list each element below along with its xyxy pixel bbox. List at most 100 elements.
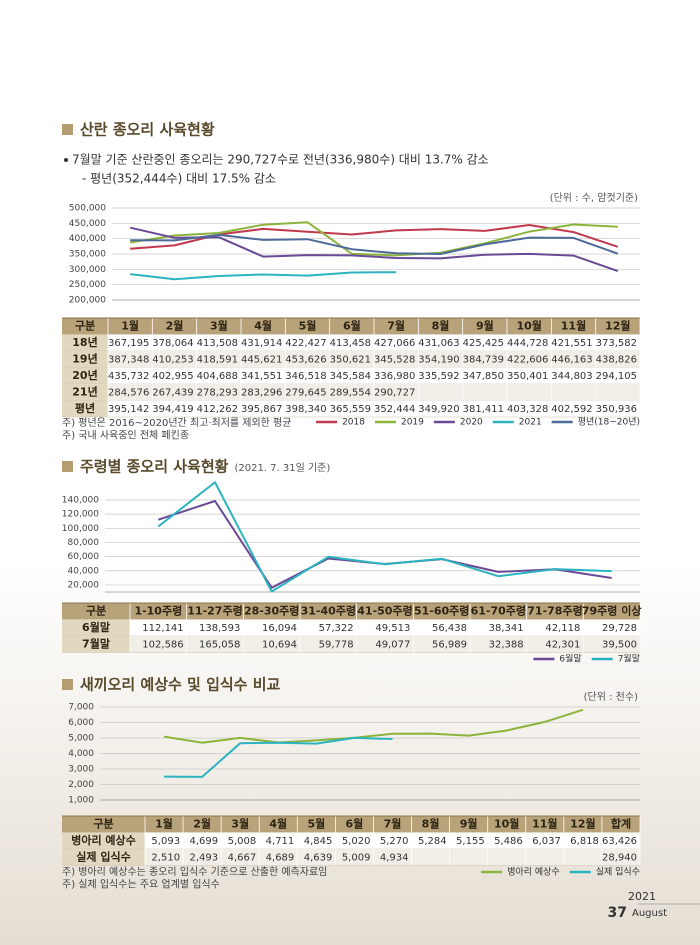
y-tick-label: 100,000 <box>62 524 99 534</box>
unit-label: (단위 : 수, 암컷기준) <box>550 191 638 204</box>
table-col-header: 1-10주령 <box>134 604 182 617</box>
table-row-bg <box>62 636 640 653</box>
table-col-header: 28-30주령 <box>244 604 299 617</box>
table-row-label: 6월말 <box>82 620 110 634</box>
table-cell: 431,063 <box>418 338 459 349</box>
table-cell: 49,513 <box>375 623 410 634</box>
table-cell: 290,727 <box>374 387 415 398</box>
table-label-bg <box>62 849 145 866</box>
table-cell: 10,694 <box>262 639 297 650</box>
legend-label: 실제 입식수 <box>596 866 640 878</box>
table-col-header: 12월 <box>605 318 630 332</box>
table-header-bg <box>62 816 640 833</box>
table-cell: 5,009 <box>342 852 371 863</box>
table-col-header: 2월 <box>166 318 184 332</box>
series-line <box>130 233 619 255</box>
table-cell: 345,584 <box>330 371 371 382</box>
table-row-bg <box>62 367 640 384</box>
y-tick-label: 2,000 <box>68 780 94 790</box>
table-cell: 381,411 <box>463 404 504 415</box>
table-col-header: 51-60주령 <box>414 604 469 617</box>
table-header-bg <box>62 318 640 335</box>
table-cell: 278,293 <box>197 387 238 398</box>
table-cell: 5,486 <box>494 836 523 847</box>
table-col-header: 9월 <box>460 816 478 830</box>
series-line <box>157 481 612 593</box>
table-cell: 2,510 <box>151 852 180 863</box>
table-cell: 410,253 <box>152 354 193 365</box>
legend-label: 7월말 <box>618 653 640 665</box>
table-col-header: 1월 <box>155 816 173 830</box>
table-col-header: 10월 <box>516 318 541 332</box>
table-col-header: 11월 <box>561 318 586 332</box>
table-cell: 402,955 <box>152 371 193 382</box>
table-cell: 5,284 <box>418 836 447 847</box>
table-cell: 28,940 <box>602 852 637 863</box>
y-tick-label: 120,000 <box>62 510 99 520</box>
table-cell: 345,528 <box>374 354 415 365</box>
table-row-label: 7월말 <box>82 636 110 650</box>
table-cell: 283,296 <box>241 387 282 398</box>
bullet-text: 7월말 기준 산란중인 종오리는 290,727수로 전년(336,980수) … <box>72 153 489 167</box>
table-row-bg <box>62 849 640 866</box>
table-cell: 16,094 <box>262 623 297 634</box>
table-cell: 350,936 <box>596 404 637 415</box>
table-cell: 57,322 <box>319 623 354 634</box>
y-tick-label: 1,000 <box>68 796 94 806</box>
y-tick-label: 250,000 <box>69 280 106 290</box>
table-col-header: 11월 <box>532 816 557 830</box>
table-col-header: 4월 <box>254 318 272 332</box>
legend-label: 2021 <box>519 418 542 428</box>
title-icon <box>62 461 73 472</box>
table-cell: 38,341 <box>489 623 524 634</box>
table-cell: 63,426 <box>602 836 637 847</box>
y-tick-label: 80,000 <box>68 538 100 548</box>
y-tick-label: 3,000 <box>68 765 94 775</box>
table-col-header: 8월 <box>432 318 450 332</box>
table-cell: 4,699 <box>190 836 219 847</box>
table-cell: 284,576 <box>108 387 149 398</box>
note: 주) 평년은 2016~2020년간 최고·최저를 제외한 평균 <box>62 417 291 429</box>
table-cell: 418,591 <box>197 354 238 365</box>
table-cell: 395,142 <box>108 404 149 415</box>
table-col-header: 7월 <box>384 816 402 830</box>
table-cell: 347,850 <box>463 371 504 382</box>
table-cell: 2,493 <box>190 852 219 863</box>
table-col-header: 5월 <box>307 816 325 830</box>
table-col-header: 2월 <box>193 816 211 830</box>
table-col-header: 31-40주령 <box>301 604 356 617</box>
table-col-header: 1월 <box>121 318 139 332</box>
table-row-bg <box>62 351 640 368</box>
legend-label: 평년(18~20년) <box>578 417 640 428</box>
y-tick-label: 450,000 <box>69 219 106 229</box>
table-cell: 352,444 <box>374 404 415 415</box>
table-row-label: 병아리 예상수 <box>71 833 136 847</box>
table-cell: 4,667 <box>228 852 257 863</box>
table-cell: 42,118 <box>545 623 580 634</box>
table-cell: 5,093 <box>151 836 180 847</box>
table-cell: 435,732 <box>108 371 149 382</box>
table-cell: 444,728 <box>507 338 548 349</box>
page-number: 37 <box>608 905 627 921</box>
table-cell: 5,020 <box>342 836 371 847</box>
table-row-bg <box>62 384 640 401</box>
table-cell: 4,711 <box>266 836 295 847</box>
y-tick-label: 5,000 <box>68 734 94 744</box>
table-cell: 354,190 <box>418 354 459 365</box>
series-line <box>130 271 397 281</box>
table-cell: 29,728 <box>602 623 637 634</box>
table-label-bg <box>62 334 108 351</box>
table-cell: 446,163 <box>551 354 592 365</box>
table-row-label: 실제 입식수 <box>76 849 130 863</box>
table-cell: 421,551 <box>551 338 592 349</box>
table-cell: 341,551 <box>241 371 282 382</box>
legend-label: 2020 <box>460 418 483 428</box>
table-cell: 402,592 <box>551 404 592 415</box>
table-cell: 365,559 <box>330 404 371 415</box>
table-cell: 384,739 <box>463 354 504 365</box>
table-cell: 112,141 <box>142 623 183 634</box>
y-tick-label: 140,000 <box>62 496 99 506</box>
y-tick-label: 60,000 <box>68 552 100 562</box>
y-tick-label: 200,000 <box>69 296 106 306</box>
